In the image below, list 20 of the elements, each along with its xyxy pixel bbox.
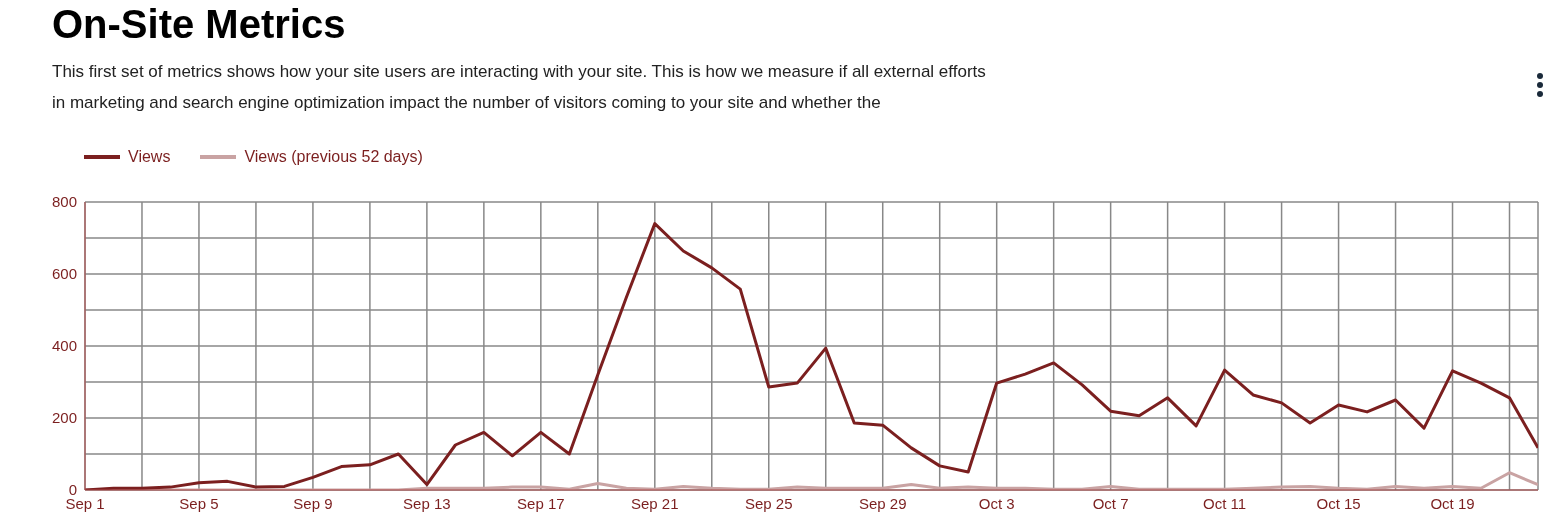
x-tick-label: Sep 17 [517,494,565,512]
x-tick-label: Oct 7 [1092,494,1129,512]
x-tick-label: Sep 9 [293,494,333,512]
chart-title: On-Site Metrics [52,2,346,47]
x-tick-label: Sep 13 [403,494,451,512]
x-tick-label: Sep 25 [744,494,793,512]
y-tick-label: 800 [51,193,77,211]
x-tick-label: Sep 5 [179,494,219,512]
legend-label: Views [128,148,171,166]
x-tick-label: Oct 19 [1430,494,1475,512]
x-tick-label: Oct 11 [1203,494,1247,512]
x-tick-label: Sep 29 [858,494,907,512]
legend-label: Views (previous 52 days) [244,148,423,166]
x-tick-label: Oct 15 [1316,494,1361,512]
x-tick-label: Sep 21 [631,494,679,512]
y-tick-label: 600 [51,265,77,283]
chart-subtitle: This first set of metrics shows how your site users are interacting with your site. This is how we measure if all external efforts in marketing and search engine optimization impact the number of visitors coming to your site and whether the [52,61,987,114]
x-tick-label: Oct 3 [978,494,1015,512]
y-tick-label: 400 [51,337,77,355]
y-tick-label: 200 [51,409,77,427]
